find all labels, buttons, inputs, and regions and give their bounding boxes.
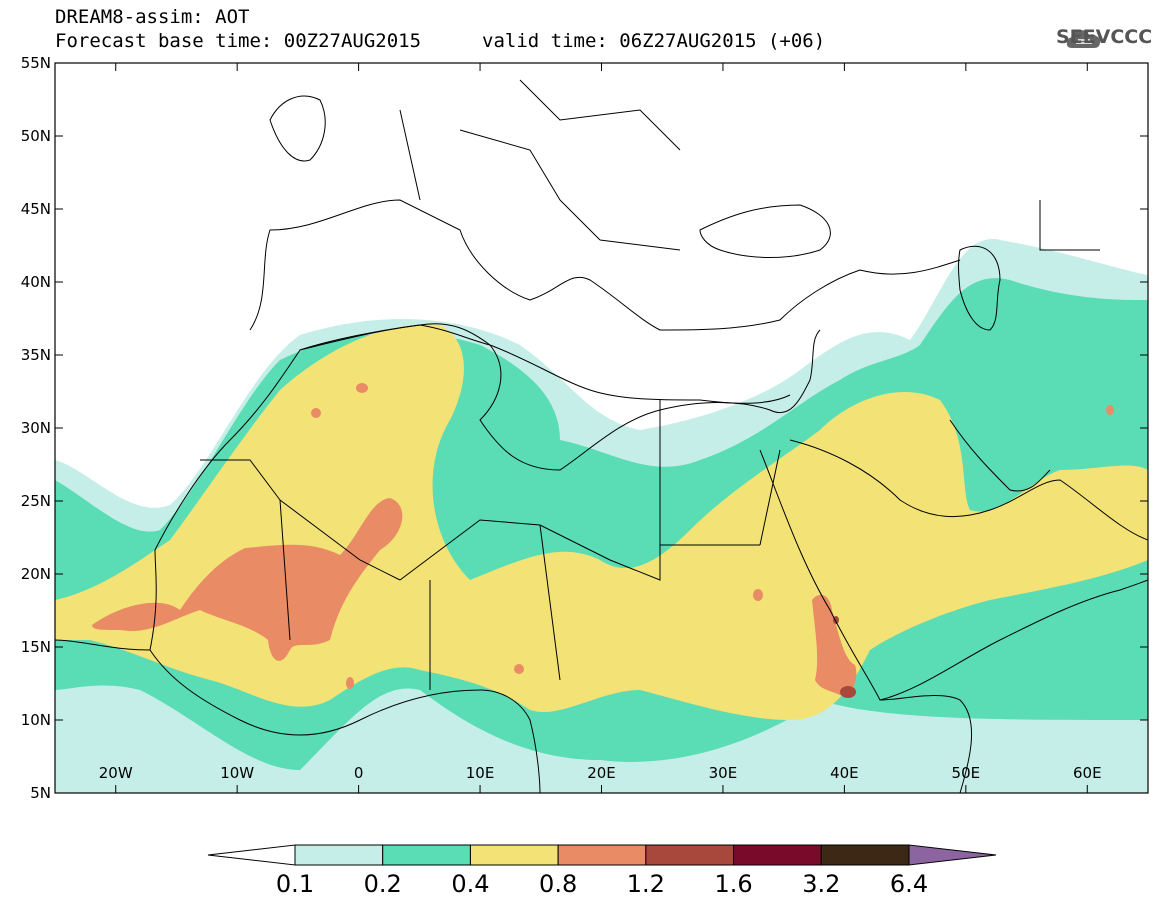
coastline-persian-gulf [949, 419, 1051, 492]
colorbar-label: 1.2 [626, 870, 665, 898]
coastline-gulf-guinea [149, 649, 541, 793]
title-product: DREAM8-assim: AOT [55, 6, 250, 28]
aot-contour-0.8 [1106, 405, 1114, 415]
lat-label: 40N [21, 273, 51, 291]
colorbar-under-triangle [207, 844, 296, 866]
lat-label: 20N [21, 565, 51, 583]
lat-label: 50N [21, 127, 51, 145]
aot-contour-0.8 [812, 594, 857, 696]
colorbar-label: 3.2 [802, 870, 841, 898]
lat-label: 35N [21, 346, 51, 364]
coastline-mediterranean-south [299, 324, 791, 404]
colorbar-swatch [382, 844, 471, 866]
coastline-arabia-south [879, 579, 1148, 701]
title-base-time: Forecast base time: 00Z27AUG2015 [55, 30, 422, 52]
lon-label: 10W [220, 764, 254, 782]
logo-text: SEEVCCC [1056, 26, 1153, 48]
lat-label: 55N [21, 54, 51, 72]
border-line [200, 200, 1100, 690]
border-line [399, 79, 681, 251]
lon-label: 60E [1073, 764, 1102, 782]
aot-contour-0.8 [356, 383, 368, 393]
lon-label: 10E [466, 764, 495, 782]
aot-contour-0.8 [92, 498, 403, 661]
lon-label: 20W [99, 764, 133, 782]
colorbar-label: 0.4 [451, 870, 490, 898]
lat-label: 25N [21, 492, 51, 510]
coastlines-borders [55, 79, 1148, 793]
colorbar [207, 844, 997, 866]
coastline-west-africa [55, 323, 821, 651]
colorbar-swatch [645, 844, 735, 866]
lat-axis: 55N 50N 45N 40N 35N 30N 25N 20N 15N 10N 5N [21, 54, 1148, 802]
lon-label: 0 [354, 764, 364, 782]
aot-contour-0.8 [311, 408, 321, 418]
lon-label: 30E [709, 764, 738, 782]
lon-label: 40E [830, 764, 859, 782]
aot-contour-0.8 [514, 664, 524, 674]
coastline-arabia [789, 439, 1148, 541]
lat-label: 10N [21, 711, 51, 729]
colorbar-label: 1.6 [714, 870, 753, 898]
colorbar-label: 0.2 [363, 870, 402, 898]
lat-label: 15N [21, 638, 51, 656]
coastline-black-sea [699, 204, 831, 258]
cloud-logo-icon [1066, 30, 1100, 48]
colorbar-swatch [733, 844, 822, 866]
lat-label: 30N [21, 419, 51, 437]
aot-contour-1.2 [840, 686, 856, 698]
coastline-red-sea [759, 449, 972, 793]
lon-label: 20E [587, 764, 616, 782]
coastline-britain [269, 95, 326, 162]
colorbar-swatch [469, 844, 559, 866]
aot-contour-0.8 [753, 589, 763, 601]
lat-label: 45N [21, 200, 51, 218]
lat-label: 5N [30, 784, 51, 802]
coastline-caspian [958, 245, 1001, 331]
colorbar-label: 0.8 [539, 870, 578, 898]
colorbar-swatch [557, 844, 647, 866]
lon-label: 50E [952, 764, 981, 782]
coastline-europe [249, 199, 961, 331]
aot-contour-0.8 [346, 677, 354, 689]
lon-axis: 20W 10W 0 10E 20E 30E 40E 50E 60E [99, 63, 1102, 793]
colorbar-over-triangle [908, 844, 997, 866]
colorbar-label: 6.4 [889, 870, 929, 898]
colorbar-swatch [294, 844, 384, 866]
colorbar-swatch [820, 844, 910, 866]
aot-field [55, 63, 1148, 793]
title-valid-time: valid time: 06Z27AUG2015 (+06) [482, 30, 826, 52]
colorbar-label: 0.1 [275, 870, 315, 898]
